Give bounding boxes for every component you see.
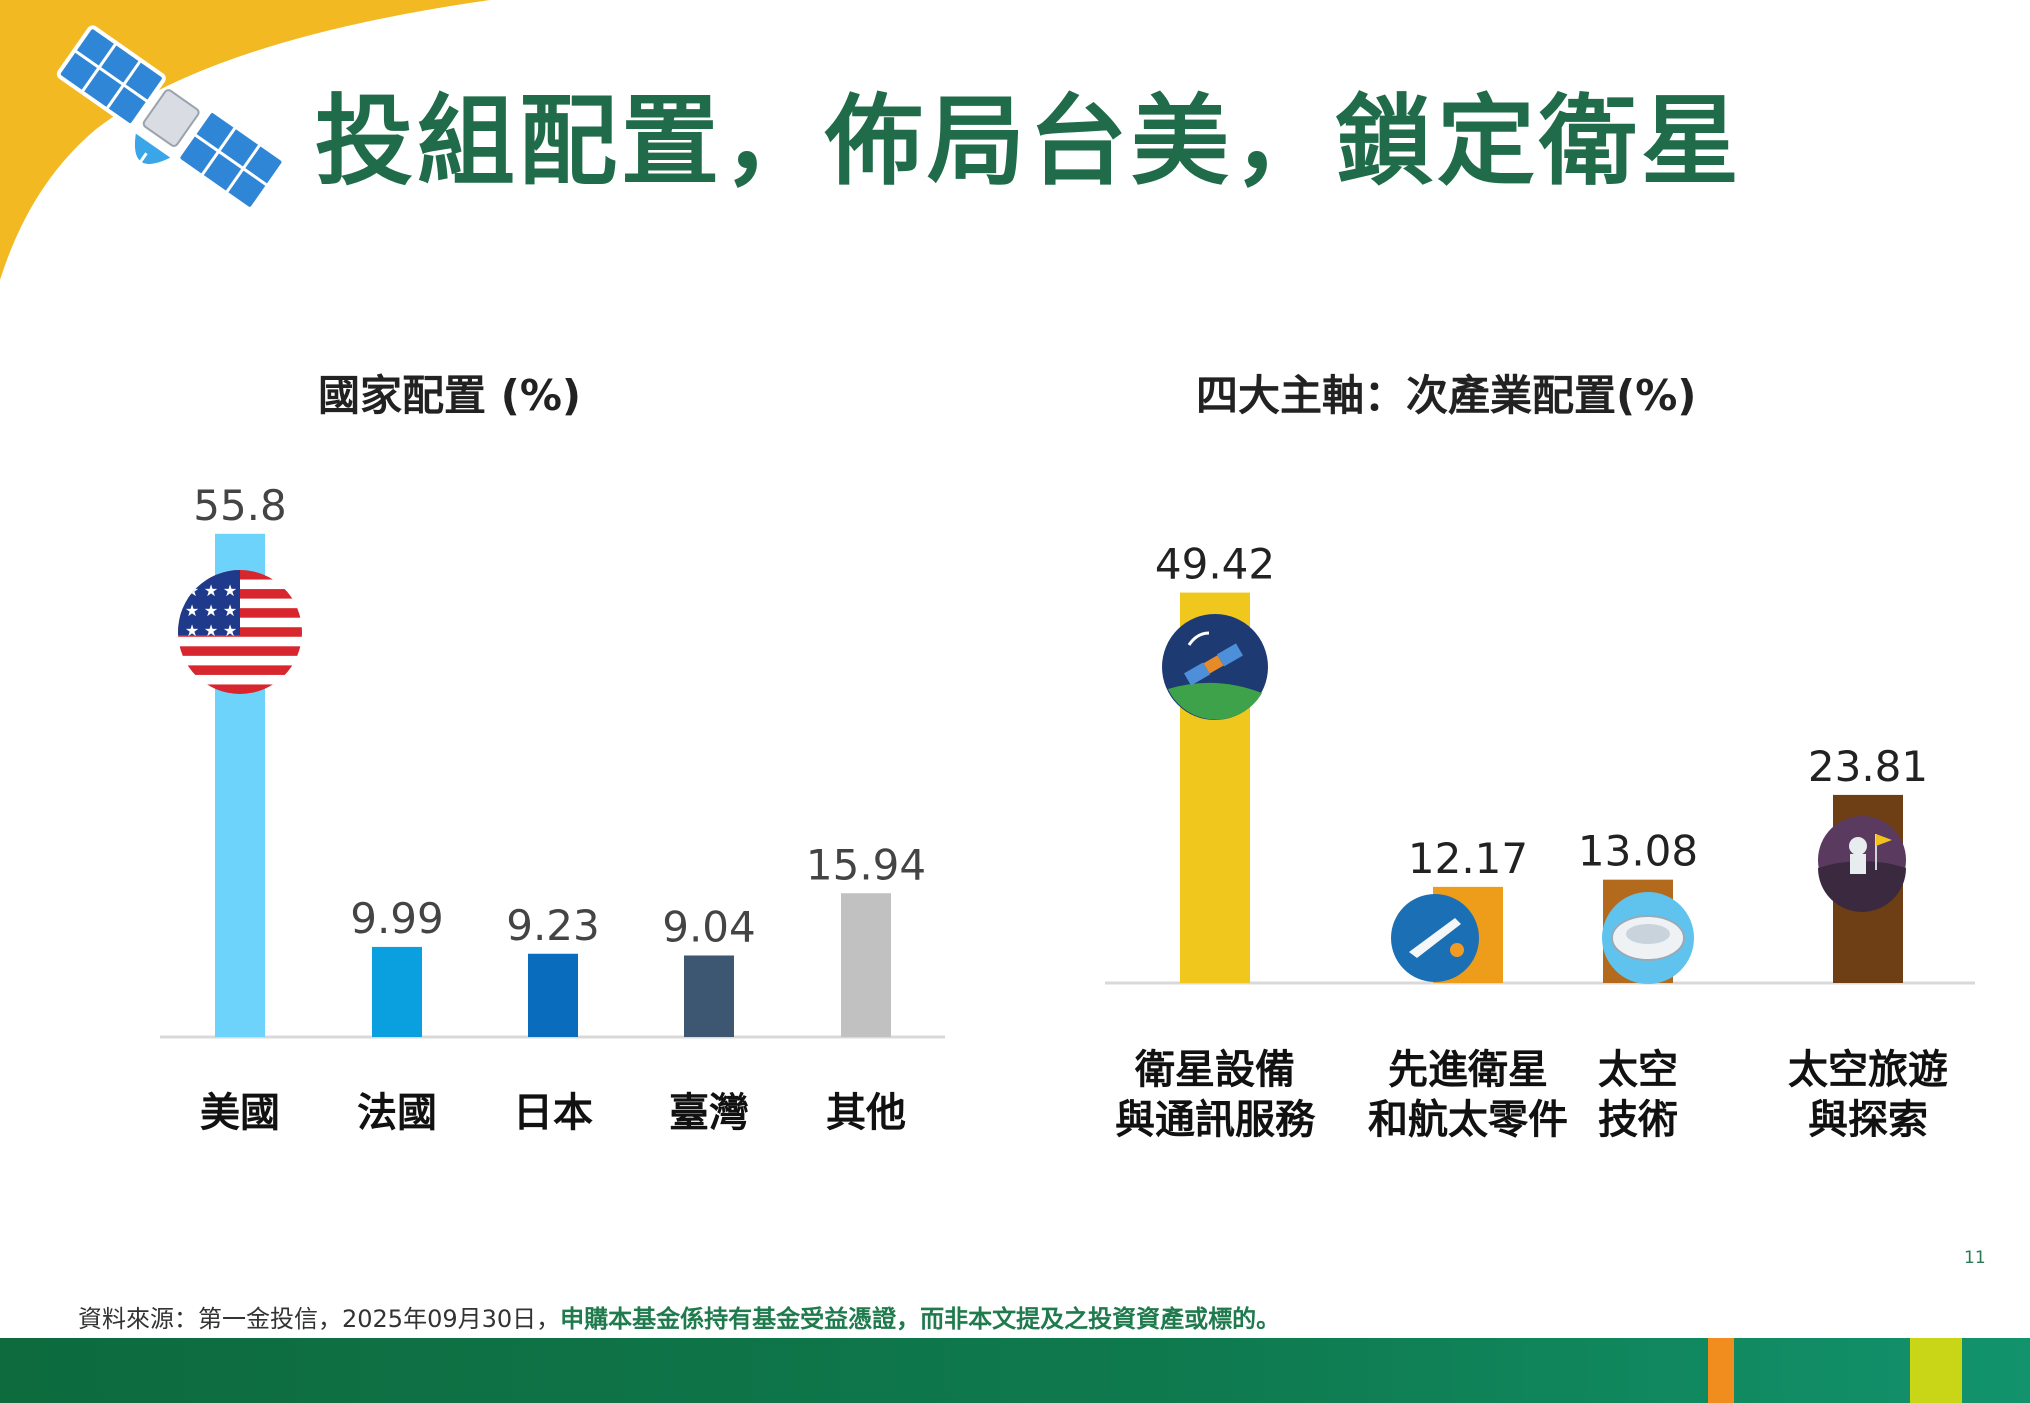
value-label-1: 9.99	[350, 894, 444, 943]
svg-text:★: ★	[204, 581, 218, 600]
chart-0: 55.8 9.99 9.23 9.04 15.94	[160, 481, 945, 1039]
astronaut-icon	[1818, 816, 1906, 912]
satellite-earth-icon	[1162, 614, 1268, 720]
bar-1	[372, 946, 422, 1037]
value-label-0: 55.8	[193, 481, 287, 530]
space-tech-icon	[1602, 892, 1694, 984]
category-label-1: 先進衛星 和航太零件	[1368, 1047, 1568, 1143]
page-title: 投組配置，佈局台美，鎖定衛星	[315, 85, 1744, 199]
svg-text:★: ★	[223, 601, 237, 620]
svg-text:★: ★	[185, 621, 199, 640]
us-flag-icon: ★ ★ ★★ ★ ★★ ★ ★	[178, 570, 302, 694]
svg-text:★: ★	[223, 581, 237, 600]
chart-title-subindustry: 四大主軸：次產業配置(%)	[1196, 371, 1697, 420]
category-label-2: 太空 技術	[1598, 1047, 1678, 1143]
value-label-4: 15.94	[806, 840, 926, 889]
chart-1: 49.42 12.17 13.08 23.81	[1105, 540, 1975, 985]
value-label-3: 23.81	[1808, 742, 1928, 791]
bar-4	[841, 893, 891, 1037]
svg-text:★: ★	[185, 601, 199, 620]
category-label-2: 日本	[513, 1090, 593, 1136]
bar-2	[528, 953, 578, 1037]
page-number: 11	[1964, 1248, 1986, 1268]
satellite-icon	[56, 25, 286, 211]
category-label-4: 其他	[826, 1090, 906, 1136]
chart-title-country: 國家配置 (%)	[318, 371, 582, 420]
svg-text:★: ★	[204, 601, 218, 620]
value-label-2: 9.23	[506, 901, 600, 950]
source-prefix: 資料來源：第一金投信，2025年09月30日，	[78, 1305, 561, 1333]
value-label-2: 13.08	[1578, 827, 1698, 876]
value-label-3: 9.04	[662, 902, 756, 951]
bottom-color-band	[0, 1338, 2030, 1403]
space-shuttle-icon	[1391, 894, 1479, 982]
charts-canvas: 55.8 9.99 9.23 9.04 15.94 49.42 12.17 13.08 23.8…	[160, 481, 1975, 1039]
category-label-1: 法國	[357, 1090, 437, 1136]
corner-decoration	[0, 0, 490, 280]
source-disclaimer: 申購本基金係持有基金受益憑證，而非本文提及之投資資產或標的。	[560, 1305, 1281, 1333]
value-label-0: 49.42	[1155, 540, 1275, 589]
category-label-0: 美國	[200, 1090, 280, 1136]
bar-3	[684, 955, 734, 1037]
svg-text:★: ★	[185, 581, 199, 600]
svg-text:★: ★	[223, 621, 237, 640]
source-note: 資料來源：第一金投信，2025年09月30日，申購本基金係持有基金受益憑證，而非…	[78, 1299, 1280, 1334]
category-label-0: 衛星設備 與通訊服務	[1115, 1047, 1315, 1143]
category-label-3: 臺灣	[669, 1090, 749, 1136]
value-label-1: 12.17	[1408, 834, 1528, 883]
svg-text:★: ★	[204, 621, 218, 640]
category-label-3: 太空旅遊 與探索	[1788, 1047, 1948, 1143]
